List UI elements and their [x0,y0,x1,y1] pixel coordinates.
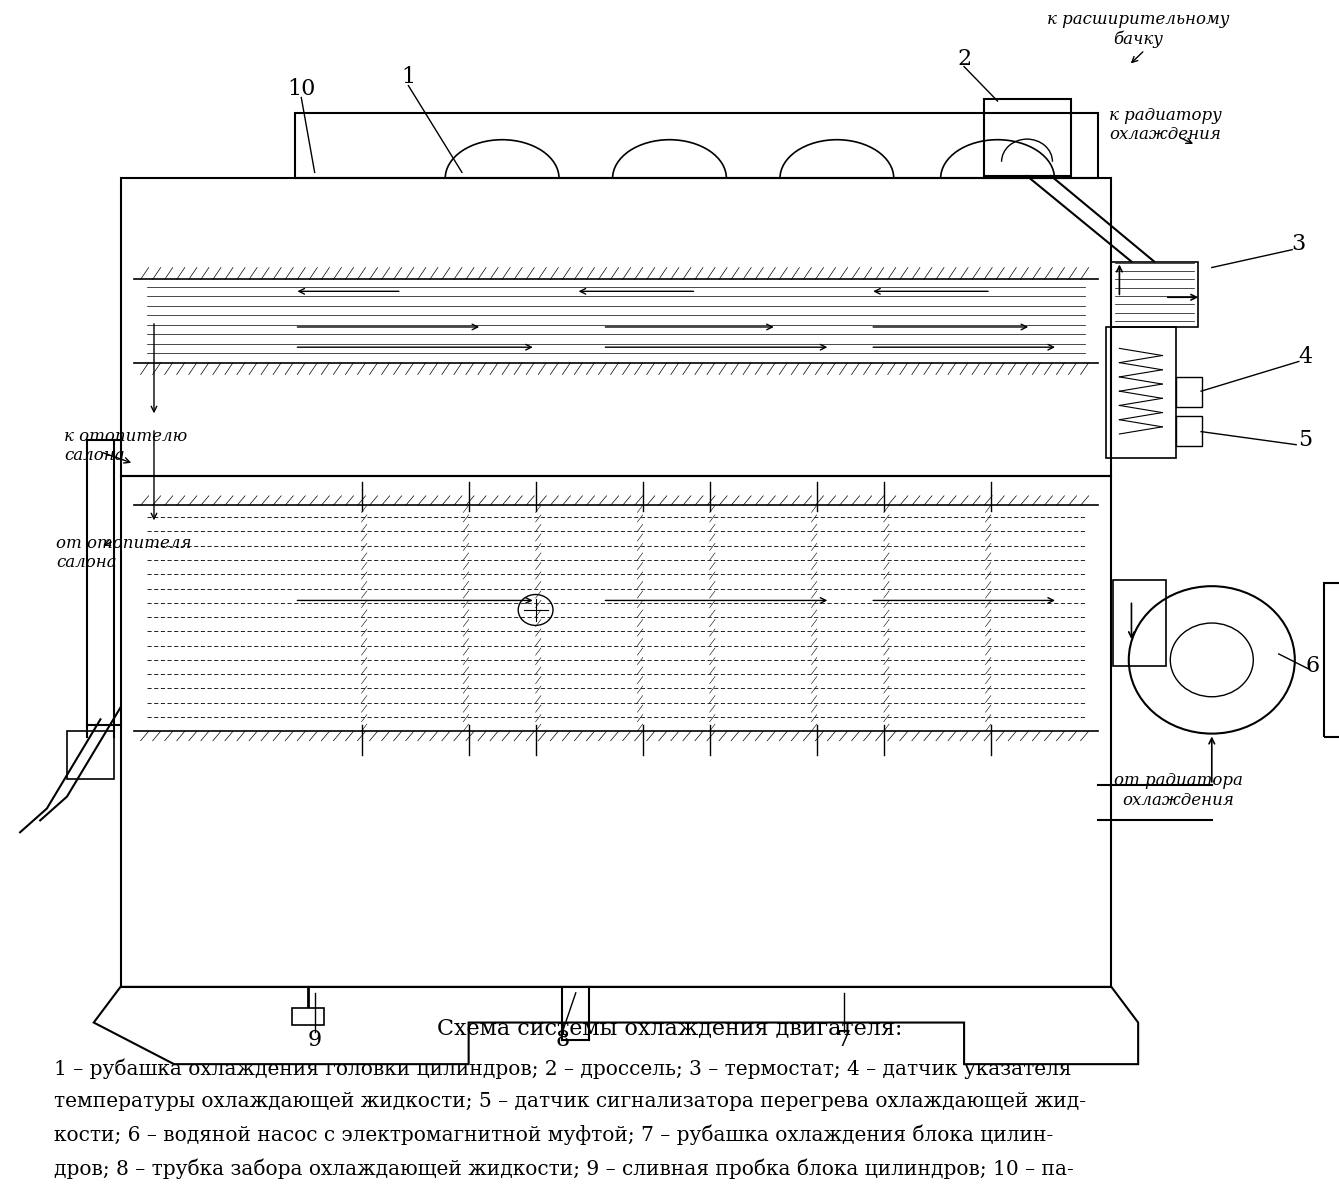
Text: Схема системы охлаждения двигателя:: Схема системы охлаждения двигателя: [437,1018,902,1039]
Text: от отопителя
салона: от отопителя салона [56,535,191,571]
Text: 1 – рубашка охлаждения головки цилиндров; 2 – дроссель; 3 – термостат; 4 – датчи: 1 – рубашка охлаждения головки цилиндров… [54,1058,1071,1078]
Text: 1: 1 [402,67,415,88]
Text: кости; 6 – водяной насос с электромагнитной муфтой; 7 – рубашка охлаждения блока: кости; 6 – водяной насос с электромагнит… [54,1125,1052,1145]
Text: 2: 2 [957,49,971,70]
Bar [1176,416,1202,446]
Text: дров; 8 – трубка забора охлаждающей жидкости; 9 – сливная пробка блока цилиндров: дров; 8 – трубка забора охлаждающей жидк… [54,1158,1074,1178]
Bar [292,1008,324,1025]
Text: 3: 3 [1292,233,1306,254]
Text: к отопителю
салона: к отопителю салона [64,428,187,464]
Text: 10: 10 [287,78,316,100]
Bar [984,99,1071,176]
Bar [1324,583,1339,737]
Text: к радиатору
охлаждения: к радиатору охлаждения [1109,107,1221,143]
Text: 6: 6 [1306,655,1319,677]
Text: от радиатора
охлаждения: от радиатора охлаждения [1114,773,1243,809]
Bar [1111,262,1198,327]
Bar [67,731,114,779]
Bar [1113,580,1166,666]
Bar [1176,377,1202,407]
Text: 9: 9 [308,1030,321,1051]
Text: 5: 5 [1299,429,1312,451]
Text: температуры охлаждающей жидкости; 5 – датчик сигнализатора перегрева охлаждающей: температуры охлаждающей жидкости; 5 – да… [54,1092,1086,1111]
Text: 4: 4 [1299,346,1312,367]
Bar [1106,327,1176,458]
Text: 8: 8 [556,1030,569,1051]
Text: 7: 7 [837,1030,850,1051]
Text: к расширительному
бачку: к расширительному бачку [1047,11,1229,49]
